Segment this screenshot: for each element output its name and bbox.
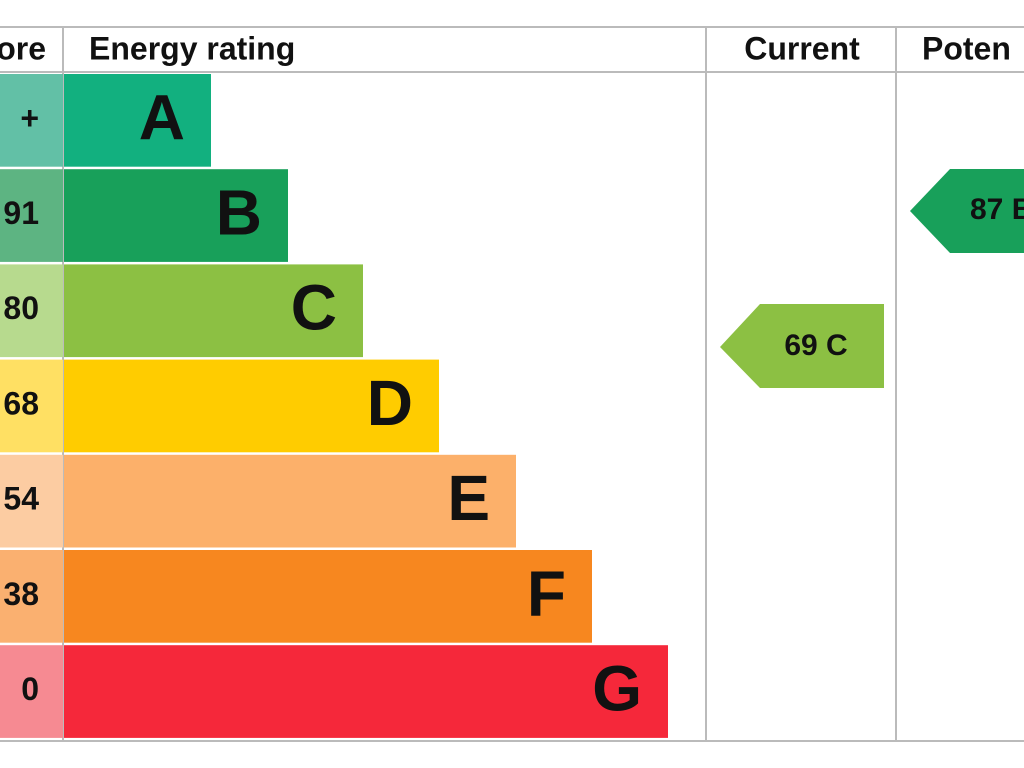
rating-bar (64, 359, 439, 453)
header-rating: Energy rating (89, 30, 295, 66)
rating-rows: + A 91 B 80 C 68 D 54 E 38 F 0 G (0, 74, 668, 738)
rating-bar (64, 169, 288, 262)
rating-letter: B (216, 176, 262, 248)
rating-bar (64, 454, 516, 548)
rating-bar (64, 74, 211, 167)
potential-arrow (910, 169, 1024, 253)
rating-letter: A (139, 81, 185, 153)
score-range: 91 (3, 195, 39, 231)
header-current: Current (744, 30, 860, 66)
rating-bar (64, 645, 668, 738)
header-potential: Poten (922, 30, 1011, 66)
score-cell (0, 169, 63, 262)
score-range: + (20, 100, 39, 136)
current-arrow (720, 304, 884, 388)
header-score: ore (0, 30, 46, 66)
score-cell (0, 550, 63, 643)
score-range: 0 (21, 671, 39, 707)
score-cell (0, 454, 63, 548)
score-cell (0, 264, 63, 358)
current-label: 69 C (784, 329, 847, 362)
rating-letter: E (447, 462, 490, 534)
score-range: 68 (3, 385, 39, 421)
rating-letter: C (291, 272, 337, 344)
rating-bar (64, 550, 592, 643)
score-range: 54 (3, 481, 39, 517)
score-cell (0, 645, 63, 738)
score-cell (0, 359, 63, 453)
potential-label: 87 B (970, 193, 1024, 226)
rating-letter: G (592, 652, 642, 724)
rating-letter: D (367, 367, 413, 439)
rating-letter: F (527, 557, 566, 629)
rating-bar (64, 264, 363, 358)
score-cell (0, 74, 63, 167)
score-range: 38 (3, 576, 39, 612)
score-range: 80 (3, 290, 39, 326)
